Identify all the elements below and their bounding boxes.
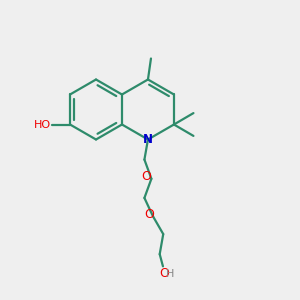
Text: O: O <box>141 170 151 183</box>
Text: N: N <box>143 133 153 146</box>
Text: O: O <box>160 267 170 280</box>
Text: HO: HO <box>33 119 50 130</box>
Text: H: H <box>166 269 175 279</box>
Text: O: O <box>145 208 154 220</box>
